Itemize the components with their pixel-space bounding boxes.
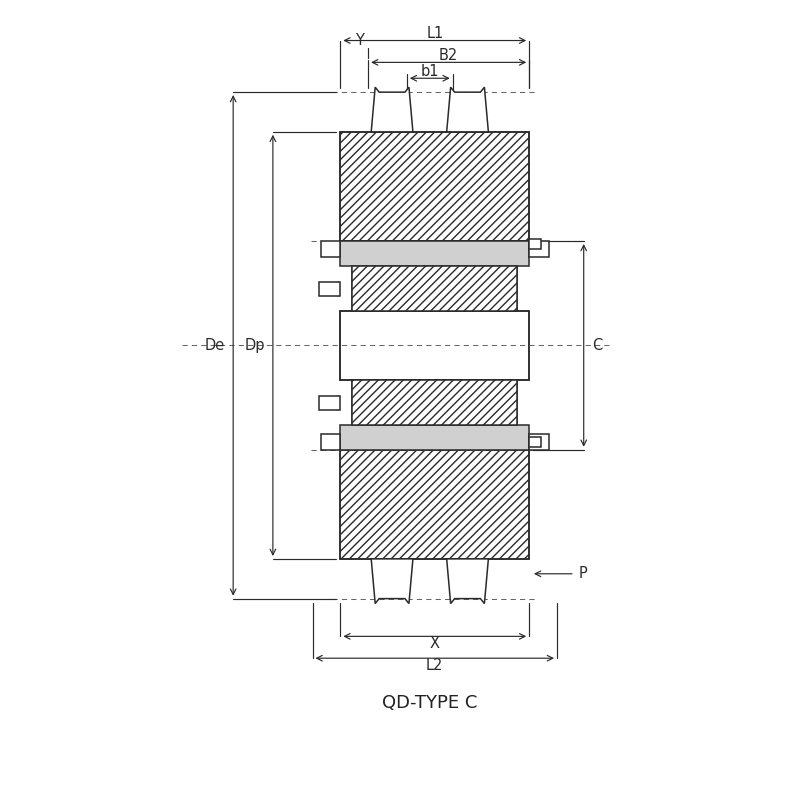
Text: X: X — [430, 636, 440, 650]
Text: b1: b1 — [421, 64, 439, 78]
Bar — [321, 434, 341, 450]
Bar — [529, 434, 549, 450]
Text: L1: L1 — [426, 26, 443, 41]
Bar — [529, 241, 549, 257]
Bar — [529, 239, 541, 249]
Bar — [352, 266, 517, 310]
Bar — [318, 282, 341, 296]
Text: QD-TYPE C: QD-TYPE C — [382, 694, 478, 712]
Bar — [341, 425, 529, 450]
Text: C: C — [592, 338, 602, 353]
Polygon shape — [341, 132, 529, 241]
Bar — [529, 437, 541, 446]
Bar — [341, 310, 529, 380]
Text: B2: B2 — [439, 48, 458, 63]
Bar — [341, 241, 529, 266]
Bar — [318, 396, 341, 410]
Polygon shape — [341, 450, 529, 559]
Polygon shape — [371, 87, 413, 132]
Text: L2: L2 — [426, 658, 443, 673]
Text: Y: Y — [355, 34, 364, 49]
Polygon shape — [446, 87, 488, 132]
Polygon shape — [446, 559, 488, 603]
Bar — [321, 241, 341, 257]
Text: P: P — [578, 566, 587, 582]
Bar — [352, 380, 517, 425]
Text: Dp: Dp — [245, 338, 265, 353]
Text: De: De — [205, 338, 226, 353]
Polygon shape — [371, 559, 413, 603]
